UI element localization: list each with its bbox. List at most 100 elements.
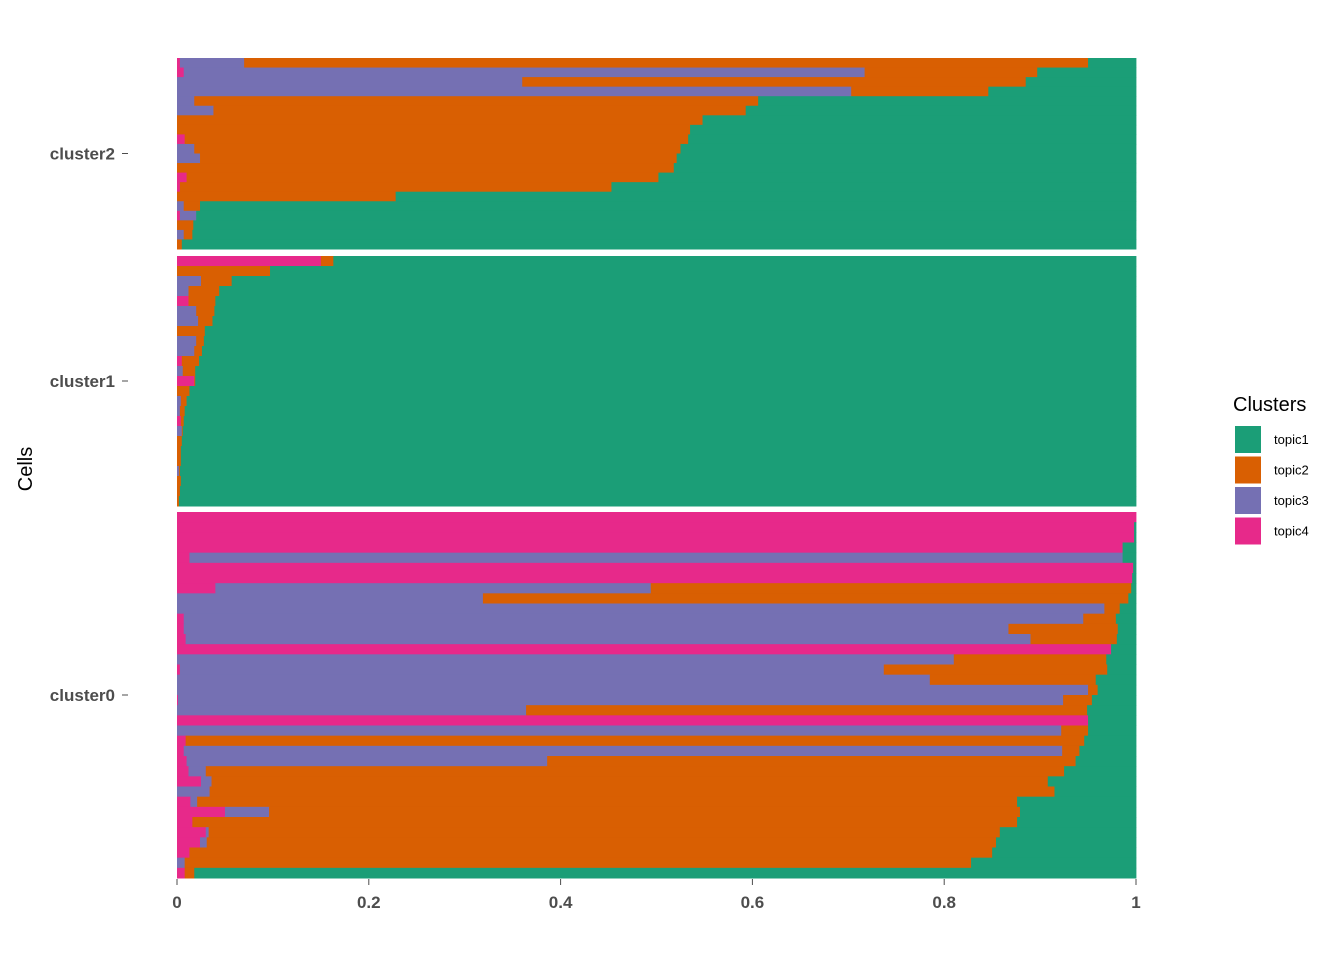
bar-segment-topic4 (177, 562, 1134, 574)
bar-segment-topic1 (395, 191, 1137, 202)
legend-swatch-topic4 (1235, 517, 1261, 545)
bar-segment-topic2 (181, 426, 184, 437)
bar-segment-topic1 (189, 386, 1137, 397)
bar-segment-topic1 (1017, 796, 1137, 808)
bar-segment-topic2 (209, 786, 1055, 798)
bar-segment-topic3 (177, 201, 185, 212)
bar-segment-topic3 (179, 664, 885, 676)
bar-segment-topic1 (180, 446, 1137, 457)
bar-segment-topic4 (177, 796, 191, 808)
bar-segment-topic2 (194, 376, 196, 387)
bar-segment-topic3 (177, 306, 197, 317)
bar-segment-topic1 (1132, 573, 1137, 584)
bar-segment-topic1 (1116, 634, 1137, 645)
bar-segment-topic3 (177, 466, 180, 477)
bar-segment-topic2 (1088, 684, 1099, 696)
bar-segment-topic4 (177, 745, 185, 757)
bar-segment-topic2 (851, 86, 989, 97)
bar-segment-topic3 (200, 837, 208, 848)
bar-segment-topic1 (1122, 552, 1137, 564)
bar-segment-topic4 (177, 172, 187, 183)
bar-segment-topic4 (177, 664, 181, 676)
bar-segment-topic2 (650, 583, 1132, 594)
bar-segment-topic2 (177, 239, 183, 250)
bar-segment-topic1 (673, 163, 1137, 174)
bar-segment-topic2 (526, 705, 1088, 716)
bar-segment-topic2 (184, 867, 195, 879)
bar-segment-topic2 (208, 827, 1001, 838)
bar-segment-topic4 (177, 776, 202, 787)
bar-segment-topic2 (194, 96, 759, 107)
bar-segment-topic4 (177, 522, 1135, 533)
bar-segment-topic3 (183, 623, 1009, 635)
bar-segment-topic1 (1079, 745, 1137, 757)
bar-segment-topic3 (177, 276, 202, 287)
bar-segment-topic3 (177, 346, 195, 357)
bar-segment-topic2 (200, 276, 233, 287)
bar-segment-topic4 (177, 296, 189, 307)
bar-segment-topic3 (188, 766, 207, 777)
y-tick-label: cluster0 (50, 686, 115, 705)
y-tick-label: cluster2 (50, 145, 115, 164)
bar-segment-topic4 (177, 806, 226, 818)
bar-segment-topic2 (320, 256, 334, 267)
bar-segment-topic2 (269, 806, 1021, 818)
bar-segment-topic1 (195, 366, 1137, 377)
x-tick-label: 1 (1131, 893, 1140, 912)
bar-segment-topic1 (658, 172, 1137, 183)
bar-segment-topic1 (992, 847, 1137, 859)
bar-segment-topic1 (179, 486, 1137, 497)
bar-segment-topic1 (203, 336, 1137, 347)
bar-segment-topic4 (177, 552, 190, 564)
bar-segment-topic2 (213, 105, 747, 116)
bar-segment-topic3 (177, 143, 195, 154)
bar-segment-topic4 (177, 416, 182, 427)
bar-segment-topic3 (179, 210, 197, 221)
bar-segment-topic2 (1008, 623, 1119, 635)
legend-swatch-topic2 (1235, 456, 1261, 484)
bar-segment-topic3 (183, 745, 1063, 757)
bar-segment-topic4 (177, 634, 187, 645)
bar-segment-topic3 (177, 684, 1089, 696)
bar-segment-topic3 (177, 336, 197, 347)
bar-segment-topic3 (177, 654, 955, 665)
bar-segment-topic1 (201, 346, 1137, 357)
bar-segment-topic1 (676, 153, 1137, 164)
bar-segment-topic4 (177, 867, 186, 879)
bar-segment-topic2 (180, 396, 187, 407)
bar-segment-topic4 (177, 58, 181, 69)
bar-segment-topic4 (177, 67, 185, 78)
legend: Clusters topic1 topic2 topic3 topic4 (1233, 394, 1309, 545)
y-tick-label: cluster1 (50, 372, 115, 391)
x-tick-label: 0.2 (357, 893, 381, 912)
bar-segment-topic2 (177, 124, 691, 135)
bar-segment-topic1 (181, 436, 1137, 447)
x-axis: 0 0.2 0.4 0.6 0.8 1 (172, 879, 1141, 912)
bar-segment-topic1 (231, 276, 1137, 287)
bar-segment-topic4 (177, 356, 183, 367)
bar-segment-topic2 (184, 134, 689, 145)
bar-segment-topic2 (953, 654, 1107, 665)
bar-segment-topic1 (200, 201, 1137, 212)
bar-segment-topic3 (177, 316, 199, 327)
bar-segment-topic1 (1087, 705, 1137, 716)
bar-segment-topic2 (182, 366, 196, 377)
bar-segment-topic2 (205, 766, 1065, 777)
bar-segment-topic2 (1083, 613, 1117, 625)
bar-segment-topic1 (1134, 532, 1137, 543)
bar-segment-topic1 (270, 266, 1137, 277)
bar-segment-topic1 (1017, 817, 1137, 828)
bar-segment-topic2 (200, 153, 678, 164)
bar-segment-topic1 (1064, 766, 1137, 777)
bar-segment-topic1 (1128, 593, 1137, 604)
panel-cluster2 (177, 58, 1137, 250)
bar-segment-topic2 (177, 326, 206, 337)
bar-segment-topic4 (177, 573, 1133, 584)
bar-segment-topic1 (1134, 522, 1137, 533)
bar-segment-topic1 (1025, 77, 1137, 88)
bar-segment-topic2 (196, 306, 215, 317)
bar-segment-topic1 (688, 134, 1137, 145)
bar-segment-topic1 (680, 143, 1137, 154)
x-tick-label: 0.4 (549, 893, 573, 912)
